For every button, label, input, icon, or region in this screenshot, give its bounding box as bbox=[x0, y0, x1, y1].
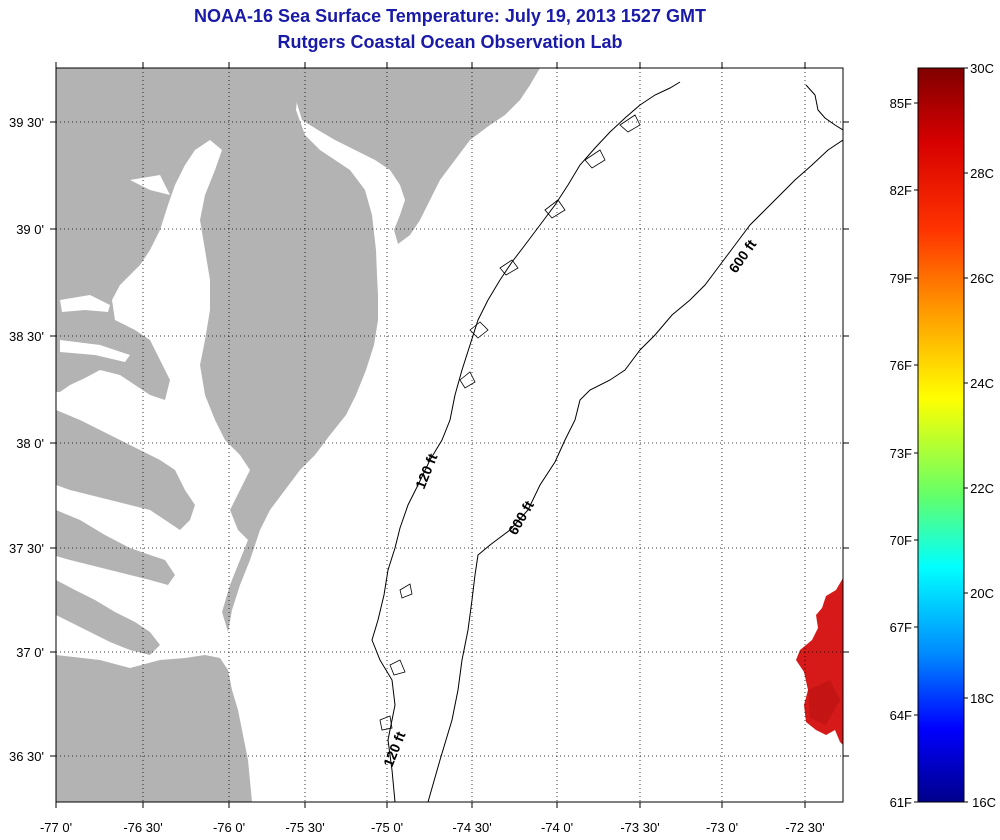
lon-label: -73 0' bbox=[706, 820, 738, 835]
colorbar-label-c: 24C bbox=[970, 376, 994, 391]
colorbar-label-c: 22C bbox=[970, 481, 994, 496]
lon-label: -74 0' bbox=[541, 820, 573, 835]
river-1 bbox=[60, 295, 110, 312]
colorbar-label-f: 67F bbox=[890, 620, 912, 635]
colorbar-label-c: 30C bbox=[970, 61, 994, 76]
lon-label: -75 30' bbox=[285, 820, 324, 835]
map-subtitle: Rutgers Coastal Ocean Observation Lab bbox=[277, 32, 623, 52]
colorbar-label-f: 79F bbox=[890, 271, 912, 286]
lat-label: 38 30' bbox=[9, 329, 44, 344]
land-middle-peninsula bbox=[56, 510, 175, 585]
colorbar-label-c: 28C bbox=[970, 166, 994, 181]
lon-label: -74 30' bbox=[452, 820, 491, 835]
contour-northeast bbox=[805, 84, 843, 131]
colorbar-ticks bbox=[914, 67, 968, 803]
map-title: NOAA-16 Sea Surface Temperature: July 19… bbox=[194, 6, 706, 26]
colorbar bbox=[917, 67, 965, 803]
colorbar-label-c: 26C bbox=[970, 271, 994, 286]
river-2 bbox=[60, 340, 130, 362]
lat-label: 36 30' bbox=[9, 749, 44, 764]
land-new-jersey bbox=[296, 68, 540, 244]
land-mainland bbox=[56, 68, 378, 632]
lat-label: 37 30' bbox=[9, 541, 44, 556]
contour-600ft bbox=[427, 139, 843, 802]
lon-label: -76 30' bbox=[123, 820, 162, 835]
colorbar-label-c: 20C bbox=[970, 586, 994, 601]
lat-label: 38 0' bbox=[16, 436, 44, 451]
tick-marks bbox=[50, 62, 849, 808]
colorbar-label-c: 16C bbox=[972, 795, 996, 810]
colorbar-label-f: 85F bbox=[890, 96, 912, 111]
colorbar-label-f: 82F bbox=[890, 183, 912, 198]
lon-label: -73 30' bbox=[620, 820, 659, 835]
map-frame bbox=[55, 67, 844, 803]
river-3 bbox=[130, 175, 170, 195]
lat-label: 37 0' bbox=[16, 645, 44, 660]
land-york-peninsula bbox=[56, 580, 160, 655]
contour-120ft bbox=[371, 81, 681, 802]
lon-label: -77 0' bbox=[40, 820, 72, 835]
lon-label: -76 0' bbox=[213, 820, 245, 835]
colorbar-label-f: 61F bbox=[890, 795, 912, 810]
lat-label: 39 30' bbox=[9, 115, 44, 130]
sst-warm-patch-shade bbox=[808, 680, 840, 725]
land-western-shore bbox=[56, 410, 195, 530]
colorbar-label-f: 73F bbox=[890, 446, 912, 461]
lon-label: -75 0' bbox=[371, 820, 403, 835]
lon-label: -72 30' bbox=[785, 820, 824, 835]
colorbar-label-c: 18C bbox=[970, 691, 994, 706]
river-4 bbox=[175, 232, 200, 252]
colorbar-label-f: 76F bbox=[890, 358, 912, 373]
land-south bbox=[56, 655, 252, 802]
lat-label: 39 0' bbox=[16, 222, 44, 237]
colorbar-label-f: 64F bbox=[890, 708, 912, 723]
colorbar-label-f: 70F bbox=[890, 533, 912, 548]
